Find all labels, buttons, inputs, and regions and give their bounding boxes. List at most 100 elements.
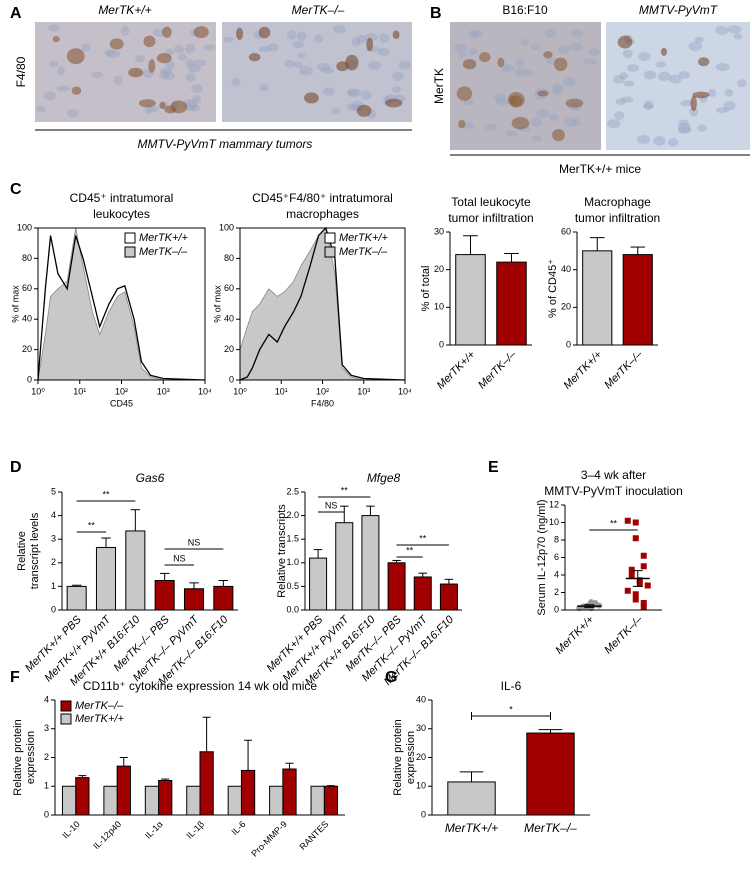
y-tick-label: 2: [554, 587, 559, 597]
nucleus: [173, 44, 185, 54]
stain: [143, 35, 156, 48]
nucleus: [284, 59, 296, 68]
data-point: [636, 577, 643, 584]
stain: [109, 38, 124, 50]
x-tick-label: 10³: [157, 386, 170, 396]
nucleus: [723, 100, 736, 111]
nucleus: [193, 59, 206, 67]
y-tick-label: 0: [27, 374, 32, 384]
row-label: F4/80: [14, 56, 28, 87]
nucleus: [563, 77, 576, 87]
bar: [199, 751, 214, 816]
stain: [509, 95, 516, 105]
chart-title: Gas6: [136, 471, 165, 485]
x-axis-label: CD45: [110, 398, 133, 408]
nucleus: [708, 88, 717, 98]
stain: [170, 100, 188, 114]
bar: [310, 785, 325, 816]
caption: MerTK+/+ mice: [559, 162, 641, 176]
y-tick-label: 20: [561, 302, 571, 312]
panel-label: B: [430, 5, 442, 22]
chart-title: CD11b⁺ cytokine expression 14 wk old mic…: [83, 679, 318, 693]
nucleus: [467, 48, 479, 55]
y-tick-label: 2: [51, 557, 56, 567]
data-point: [632, 535, 639, 542]
nucleus: [392, 86, 402, 93]
chart-title: tumor infiltration: [575, 211, 660, 225]
y-tick-label: 30: [434, 226, 444, 236]
nucleus: [333, 25, 346, 34]
significance-label: *: [509, 704, 513, 714]
y-tick-label: 60: [561, 226, 571, 236]
significance-label: NS: [173, 553, 186, 563]
y-axis-label: % of total: [420, 266, 432, 312]
nucleus: [643, 100, 654, 110]
stain: [128, 67, 144, 78]
bar: [103, 785, 118, 816]
chart-title: IL-6: [501, 679, 522, 693]
nucleus: [655, 61, 666, 68]
chart-title: tumor infiltration: [448, 211, 533, 225]
nucleus: [187, 64, 201, 73]
y-tick-label: 3: [51, 534, 56, 544]
nucleus: [178, 53, 187, 61]
x-tick-label: 10⁰: [31, 386, 45, 396]
stain: [537, 90, 549, 97]
legend-swatch: [60, 700, 72, 712]
y-tick-label: 6: [554, 552, 559, 562]
y-tick-label: 20: [22, 344, 32, 354]
panel-label: A: [10, 5, 22, 22]
nucleus: [165, 60, 176, 70]
x-tick-label: 10¹: [73, 386, 86, 396]
significance-label: **: [419, 533, 427, 543]
data-point: [624, 517, 631, 524]
bar: [269, 785, 284, 816]
data-point: [644, 582, 651, 589]
nucleus: [347, 89, 359, 96]
nucleus: [583, 58, 598, 65]
x-tick-label: 10⁴: [198, 386, 212, 396]
panel-label: G: [385, 669, 397, 686]
nucleus: [36, 105, 46, 113]
x-tick-label: RANTES: [297, 819, 330, 852]
nucleus: [626, 64, 640, 72]
nucleus: [678, 126, 692, 134]
stain: [366, 37, 374, 52]
y-tick-label: 20: [434, 264, 444, 274]
nucleus: [292, 41, 305, 48]
y-tick-label: 0: [554, 604, 559, 614]
column-title: MerTK–/–: [292, 3, 345, 17]
nucleus: [331, 107, 341, 115]
x-tick-label: 10⁴: [398, 386, 412, 396]
nucleus: [678, 71, 690, 79]
bar: [144, 785, 160, 816]
nucleus: [56, 85, 70, 92]
nucleus: [203, 44, 216, 51]
stain: [392, 30, 400, 40]
nucleus: [678, 119, 689, 127]
y-tick-label: 1: [44, 781, 49, 791]
y-axis-label: Serum IL-12p70 (ng/ml): [536, 499, 548, 615]
stain: [193, 26, 209, 39]
legend-label: MerTK+/+: [139, 232, 188, 244]
nucleus: [733, 33, 743, 40]
data-point: [632, 591, 639, 598]
stain: [565, 98, 584, 108]
nucleus: [736, 79, 747, 88]
nucleus: [465, 121, 475, 130]
bar: [61, 785, 77, 816]
chart-title: leukocytes: [93, 207, 150, 221]
x-tick-label: MerTK–/–: [602, 348, 645, 391]
y-tick-label: 100: [219, 222, 234, 232]
legend-label: MerTK+/+: [75, 713, 124, 725]
stain: [692, 91, 710, 99]
bar: [95, 546, 117, 611]
nucleus: [379, 33, 390, 44]
nucleus: [113, 75, 123, 86]
data-point: [588, 599, 595, 606]
y-tick-label: 0: [44, 809, 49, 819]
nucleus: [454, 43, 467, 53]
nucleus: [588, 47, 601, 56]
y-tick-label: 1.5: [286, 534, 299, 544]
legend-swatch: [60, 713, 72, 725]
